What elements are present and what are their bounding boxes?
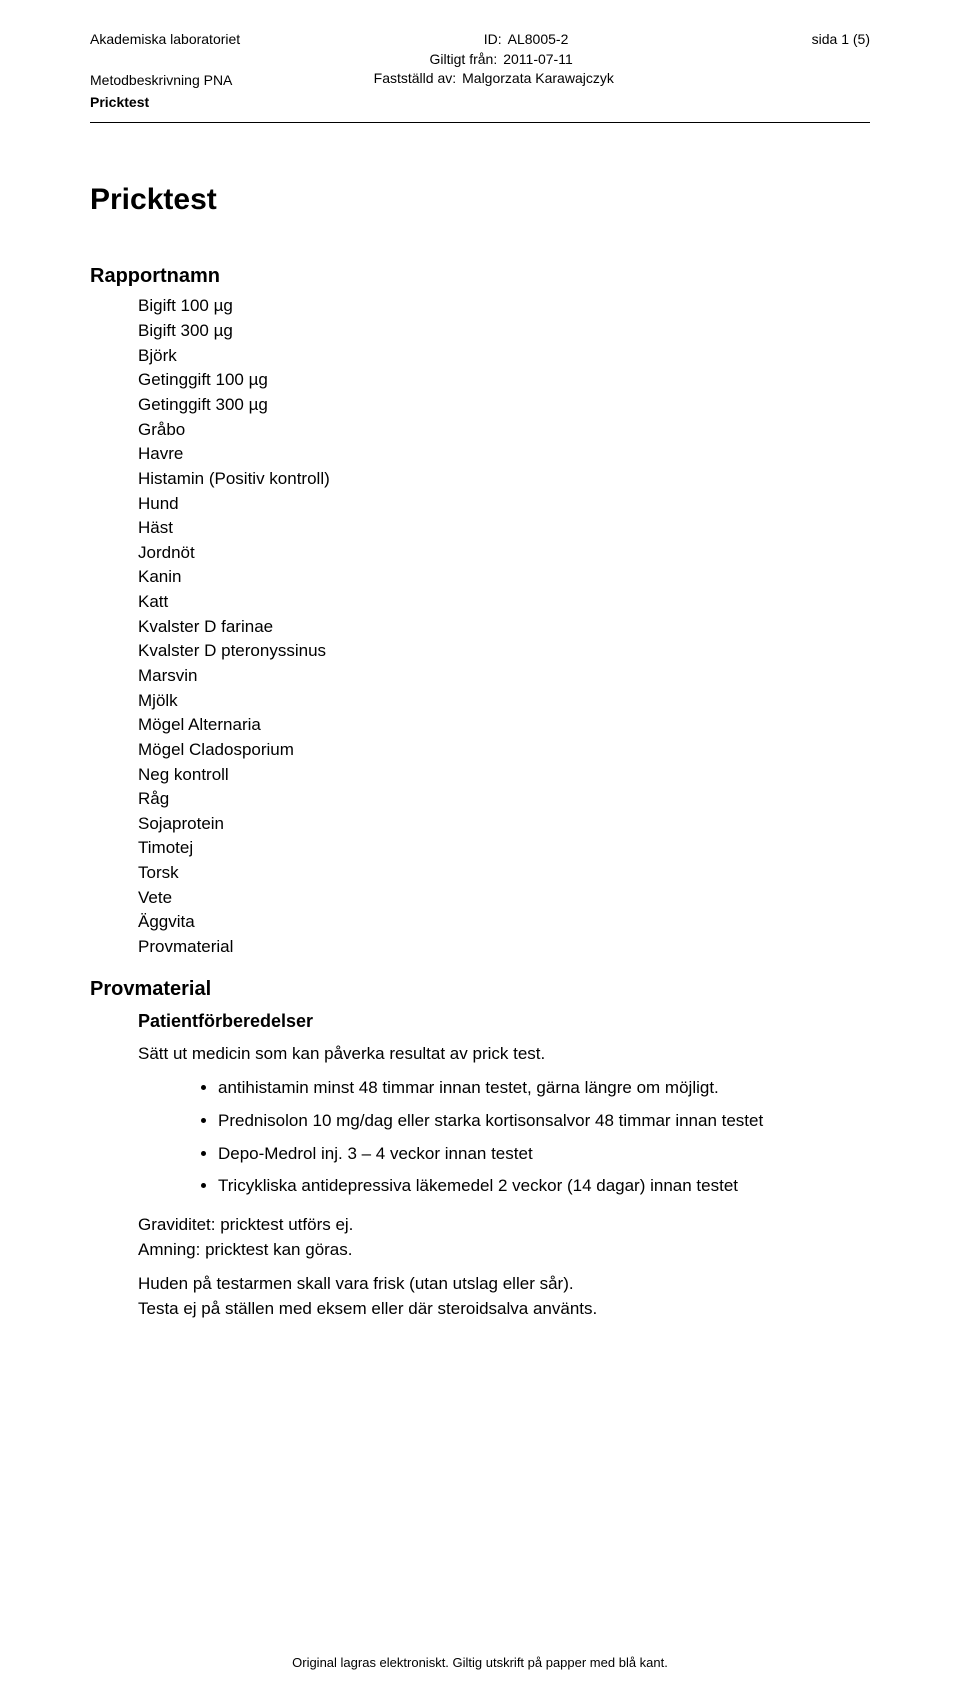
- rapportnamn-item: Havre: [138, 442, 870, 467]
- subsection-patientforberedelser: Patientförberedelser: [138, 1011, 870, 1032]
- rapportnamn-item: Sojaprotein: [138, 812, 870, 837]
- rapportnamn-item: Timotej: [138, 836, 870, 861]
- provmaterial-bullet: antihistamin minst 48 timmar innan teste…: [218, 1076, 870, 1101]
- rapportnamn-item: Katt: [138, 590, 870, 615]
- provmaterial-bullet: Tricykliska antidepressiva läkemedel 2 v…: [218, 1174, 870, 1199]
- hud-line: Huden på testarmen skall vara frisk (uta…: [138, 1274, 574, 1293]
- rapportnamn-item: Gråbo: [138, 418, 870, 443]
- rapportnamn-item: Marsvin: [138, 664, 870, 689]
- document-page: Akademiska laboratoriet ID: AL8005-2 sid…: [0, 0, 960, 1690]
- header-middle-2: Giltigt från: 2011-07-11: [387, 50, 573, 70]
- header-valid-row: Giltigt från: 2011-07-11: [387, 50, 573, 70]
- valid-from-value: 2011-07-11: [503, 50, 573, 70]
- header-subject: Pricktest: [90, 93, 870, 113]
- rapportnamn-item: Kvalster D farinae: [138, 615, 870, 640]
- id-value: AL8005-2: [508, 30, 569, 50]
- id-label: ID:: [392, 30, 502, 50]
- doc-type: Metodbeskrivning PNA: [90, 71, 346, 91]
- rapportnamn-item: Getinggift 300 µg: [138, 393, 870, 418]
- header-right: sida 1 (5): [568, 30, 870, 50]
- rapportnamn-item: Häst: [138, 516, 870, 541]
- rapportnamn-item: Neg kontroll: [138, 763, 870, 788]
- provmaterial-after-1: Graviditet: pricktest utförs ej. Amning:…: [138, 1213, 870, 1262]
- rapportnamn-item: Kanin: [138, 565, 870, 590]
- rapportnamn-item: Bigift 300 µg: [138, 319, 870, 344]
- page-number: sida 1 (5): [568, 30, 870, 50]
- header-right-3: [614, 69, 870, 91]
- provmaterial-bullet: Prednisolon 10 mg/dag eller starka korti…: [218, 1109, 870, 1134]
- section-provmaterial-heading: Provmaterial: [90, 978, 870, 1001]
- header-approved-row: Fastställd av: Malgorzata Karawajczyk: [346, 69, 614, 89]
- approved-by-value: Malgorzata Karawajczyk: [462, 69, 614, 89]
- document-header-row3: Metodbeskrivning PNA Fastställd av: Malg…: [90, 69, 870, 91]
- rapportnamn-item: Torsk: [138, 861, 870, 886]
- amning-line: Amning: pricktest kan göras.: [138, 1240, 352, 1259]
- provmaterial-bullet-list: antihistamin minst 48 timmar innan teste…: [138, 1076, 870, 1199]
- rapportnamn-item: Bigift 100 µg: [138, 294, 870, 319]
- document-header-row2: Giltigt från: 2011-07-11: [90, 50, 870, 70]
- provmaterial-intro: Sätt ut medicin som kan påverka resultat…: [138, 1042, 870, 1067]
- rapportnamn-item: Histamin (Positiv kontroll): [138, 467, 870, 492]
- rapportnamn-item: Vete: [138, 886, 870, 911]
- valid-from-label: Giltigt från:: [387, 50, 497, 70]
- rapportnamn-item: Hund: [138, 492, 870, 517]
- header-middle-3: Fastställd av: Malgorzata Karawajczyk: [346, 69, 614, 91]
- rapportnamn-item: Mögel Alternaria: [138, 713, 870, 738]
- header-id-row: ID: AL8005-2: [392, 30, 569, 50]
- graviditet-line: Graviditet: pricktest utförs ej.: [138, 1215, 353, 1234]
- header-left-2: [90, 50, 387, 70]
- rapportnamn-list: Bigift 100 µgBigift 300 µgBjörkGetinggif…: [90, 294, 870, 959]
- approved-by-label: Fastställd av:: [346, 69, 456, 89]
- rapportnamn-item: Mjölk: [138, 689, 870, 714]
- rapportnamn-item: Kvalster D pteronyssinus: [138, 639, 870, 664]
- rapportnamn-item: Mögel Cladosporium: [138, 738, 870, 763]
- rapportnamn-item: Äggvita: [138, 910, 870, 935]
- rapportnamn-item: Provmaterial: [138, 935, 870, 960]
- header-rule: [90, 122, 870, 123]
- section-rapportnamn-heading: Rapportnamn: [90, 265, 870, 288]
- rapportnamn-item: Råg: [138, 787, 870, 812]
- header-right-2: [573, 50, 870, 70]
- header-left: Akademiska laboratoriet: [90, 30, 392, 50]
- rapportnamn-item: Björk: [138, 344, 870, 369]
- provmaterial-block: Patientförberedelser Sätt ut medicin som…: [90, 1011, 870, 1322]
- rapportnamn-item: Jordnöt: [138, 541, 870, 566]
- rapportnamn-item: Getinggift 100 µg: [138, 368, 870, 393]
- document-footer: Original lagras elektroniskt. Giltig uts…: [0, 1655, 960, 1670]
- header-middle: ID: AL8005-2: [392, 30, 569, 50]
- provmaterial-bullet: Depo-Medrol inj. 3 – 4 veckor innan test…: [218, 1142, 870, 1167]
- provmaterial-after-2: Huden på testarmen skall vara frisk (uta…: [138, 1272, 870, 1321]
- document-header: Akademiska laboratoriet ID: AL8005-2 sid…: [90, 30, 870, 50]
- page-title: Pricktest: [90, 183, 870, 217]
- org-name: Akademiska laboratoriet: [90, 30, 392, 50]
- testa-ej-line: Testa ej på ställen med eksem eller där …: [138, 1299, 597, 1318]
